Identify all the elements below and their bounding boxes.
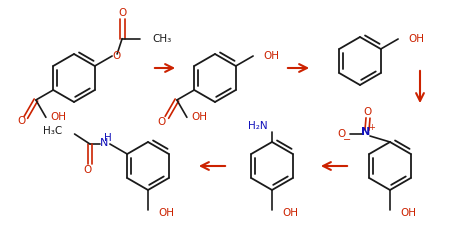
Text: −: − bbox=[343, 135, 351, 145]
Text: H₃C: H₃C bbox=[43, 126, 63, 136]
Text: O: O bbox=[112, 51, 120, 61]
Text: OH: OH bbox=[282, 208, 298, 218]
Text: O: O bbox=[84, 165, 92, 175]
Text: +: + bbox=[368, 123, 375, 132]
Text: N: N bbox=[361, 127, 371, 137]
Text: N: N bbox=[100, 138, 108, 148]
Text: OH: OH bbox=[191, 112, 207, 122]
Text: H₂N: H₂N bbox=[248, 121, 268, 131]
Text: CH₃: CH₃ bbox=[152, 34, 171, 44]
Text: O: O bbox=[158, 117, 166, 127]
Text: OH: OH bbox=[400, 208, 416, 218]
Text: OH: OH bbox=[158, 208, 174, 218]
Text: O: O bbox=[338, 129, 346, 139]
Text: O: O bbox=[364, 107, 372, 117]
Text: OH: OH bbox=[263, 51, 279, 61]
Text: O: O bbox=[118, 8, 126, 18]
Text: O: O bbox=[18, 116, 26, 126]
Text: H: H bbox=[104, 133, 112, 143]
Text: OH: OH bbox=[50, 112, 66, 122]
Text: OH: OH bbox=[408, 34, 424, 44]
